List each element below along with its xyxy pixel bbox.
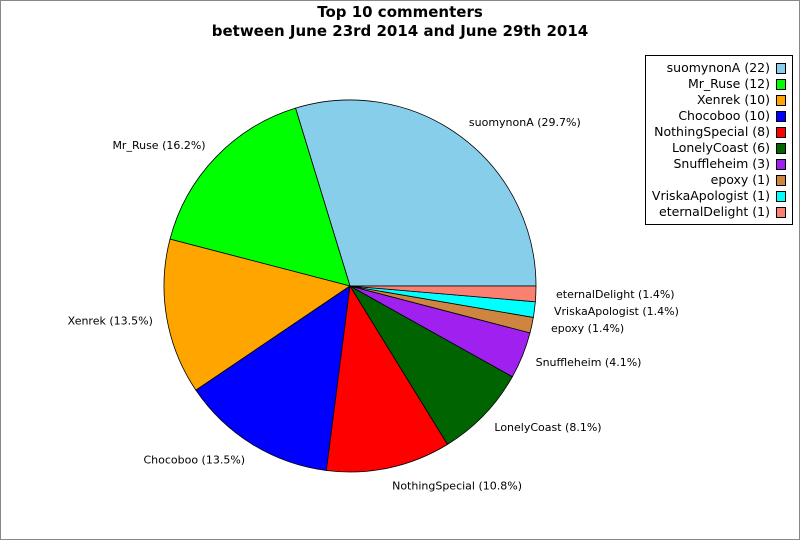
- legend-swatch: [776, 191, 786, 202]
- legend-item-Xenrek: Xenrek (10): [646, 92, 792, 107]
- pie-slice-NothingSpecial: [325, 284, 449, 473]
- legend-label: LonelyCoast (6): [671, 140, 770, 155]
- legend-item-NothingSpecial: NothingSpecial (8): [646, 124, 792, 139]
- legend-item-suomynonA: suomynonA (22): [646, 60, 792, 75]
- legend-item-epoxy: epoxy (1): [646, 172, 792, 187]
- legend-swatch: [776, 111, 786, 122]
- legend-label: suomynonA (22): [666, 60, 770, 75]
- legend-label: NothingSpecial (8): [654, 124, 770, 139]
- legend-label: eternalDelight (1): [659, 204, 770, 219]
- legend-label: Chocoboo (10): [678, 108, 770, 123]
- slice-label-VriskaApologist: VriskaApologist (1.4%): [554, 305, 679, 318]
- legend-swatch: [776, 127, 786, 138]
- pie-slice-Mr_Ruse: [169, 107, 351, 287]
- slice-label-Chocoboo: Chocoboo (13.5%): [143, 454, 245, 467]
- legend-item-eternalDelight: eternalDelight (1): [646, 204, 792, 219]
- legend-swatch: [776, 159, 786, 170]
- slice-label-Xenrek: Xenrek (13.5%): [68, 315, 153, 328]
- slice-label-epoxy: epoxy (1.4%): [551, 322, 624, 335]
- slice-label-eternalDelight: eternalDelight (1.4%): [556, 288, 675, 301]
- pie-slices: [163, 99, 537, 473]
- legend-swatch: [776, 175, 786, 186]
- legend-swatch: [776, 207, 786, 218]
- legend-item-LonelyCoast: LonelyCoast (6): [646, 140, 792, 155]
- chart-title: Top 10 commenters: [317, 3, 483, 21]
- pie-slice-eternalDelight: [349, 285, 537, 303]
- legend-swatch: [776, 63, 786, 74]
- chart-title-block: Top 10 commenters between June 23rd 2014…: [1, 3, 799, 41]
- slice-label-Mr_Ruse: Mr_Ruse (16.2%): [112, 139, 205, 152]
- slice-label-Snuffleheim: Snuffleheim (4.1%): [536, 356, 642, 369]
- slice-label-suomynonA: suomynonA (29.7%): [469, 116, 581, 129]
- legend-swatch: [776, 95, 786, 106]
- legend-label: VriskaApologist (1): [651, 188, 770, 203]
- chart-subtitle: between June 23rd 2014 and June 29th 201…: [211, 22, 589, 40]
- legend-swatch: [776, 79, 786, 90]
- chart-legend: suomynonA (22) Mr_Ruse (12) Xenrek (10) Cho…: [645, 55, 793, 225]
- slice-label-NothingSpecial: NothingSpecial (10.8%): [392, 479, 522, 492]
- pie-slice-LonelyCoast: [348, 284, 513, 445]
- pie-slice-Xenrek: [163, 238, 351, 391]
- legend-item-Snuffleheim: Snuffleheim (3): [646, 156, 792, 171]
- pie-slice-suomynonA: [295, 99, 537, 287]
- legend-label: Snuffleheim (3): [673, 156, 771, 171]
- pie-slice-Chocoboo: [195, 285, 351, 471]
- legend-label: epoxy (1): [710, 172, 770, 187]
- pie-labels: suomynonA (29.7%) Mr_Ruse (16.2%) Xenrek (…: [68, 116, 679, 492]
- slice-label-LonelyCoast: LonelyCoast (8.1%): [494, 421, 601, 434]
- legend-swatch: [776, 143, 786, 154]
- legend-item-VriskaApologist: VriskaApologist (1): [646, 188, 792, 203]
- legend-item-Mr_Ruse: Mr_Ruse (12): [646, 76, 792, 91]
- legend-item-Chocoboo: Chocoboo (10): [646, 108, 792, 123]
- legend-label: Mr_Ruse (12): [687, 76, 770, 91]
- legend-label: Xenrek (10): [696, 92, 770, 107]
